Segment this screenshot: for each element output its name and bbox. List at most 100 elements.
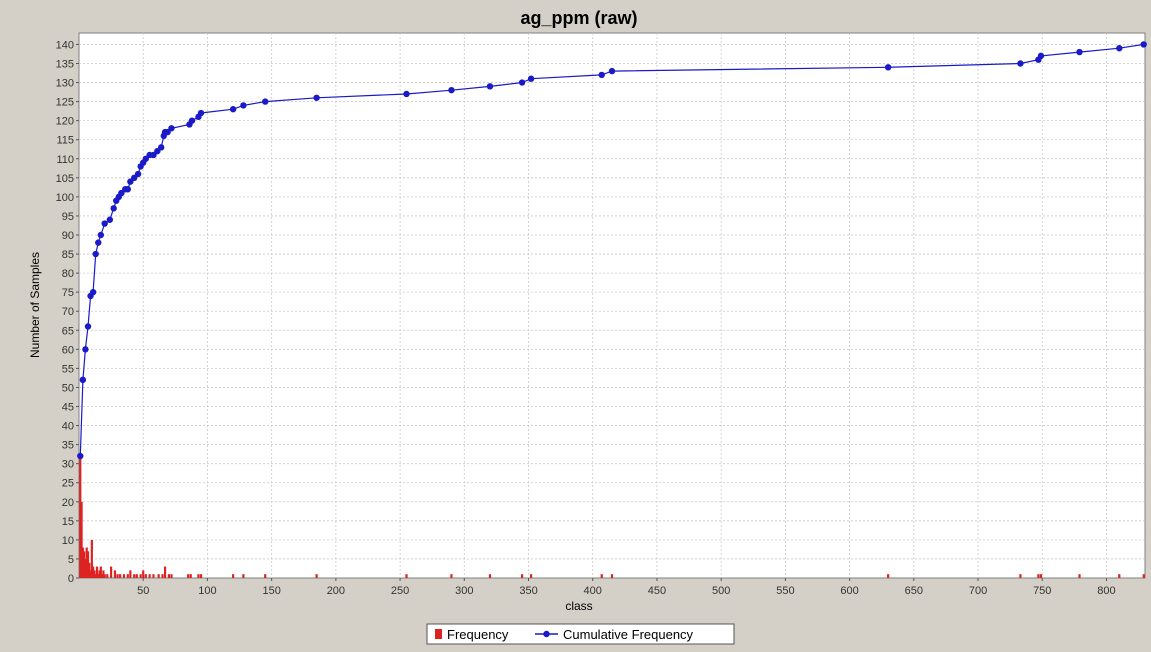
frequency-bar bbox=[189, 574, 192, 578]
y-axis-title: Number of Samples bbox=[28, 252, 42, 358]
frequency-bar bbox=[86, 551, 90, 578]
y-tick-label: 140 bbox=[56, 39, 74, 51]
cumulative-point bbox=[106, 216, 114, 223]
frequency-bar bbox=[148, 574, 151, 578]
cumulative-point bbox=[240, 102, 247, 109]
y-tick-label: 40 bbox=[62, 421, 74, 433]
frequency-bar bbox=[118, 574, 122, 578]
frequency-bar bbox=[110, 566, 113, 578]
y-tick-label: 105 bbox=[56, 173, 74, 185]
frequency-bar bbox=[97, 574, 100, 578]
legend-cumulative-swatch bbox=[535, 630, 558, 638]
y-tick-label: 85 bbox=[62, 249, 74, 261]
frequency-bar bbox=[187, 574, 190, 578]
frequency-bar bbox=[101, 574, 104, 578]
cumulative-point bbox=[403, 90, 410, 98]
cumulative-point bbox=[229, 106, 237, 113]
cumulative-point bbox=[168, 125, 175, 132]
cumulative-point bbox=[89, 288, 97, 296]
frequency-bar bbox=[139, 574, 142, 578]
y-tick-label: 0 bbox=[68, 573, 74, 585]
frequency-bar bbox=[133, 574, 136, 578]
frequency-bar bbox=[488, 574, 492, 578]
cumulative-point bbox=[97, 231, 105, 239]
x-tick-label: 50 bbox=[137, 585, 149, 597]
x-tick-label: 350 bbox=[519, 585, 537, 597]
x-tick-label: 250 bbox=[391, 585, 409, 597]
frequency-bar bbox=[161, 574, 164, 578]
y-tick-label: 95 bbox=[62, 211, 74, 223]
y-tick-label: 35 bbox=[62, 440, 74, 452]
frequency-bar bbox=[93, 570, 96, 578]
y-tick-label: 65 bbox=[62, 325, 74, 337]
cumulative-point bbox=[82, 346, 89, 353]
cumulative-point bbox=[101, 220, 108, 227]
x-tick-label: 150 bbox=[262, 585, 280, 597]
y-tick-label: 50 bbox=[62, 382, 74, 394]
cumulative-point bbox=[1017, 60, 1024, 67]
cumulative-point bbox=[262, 98, 269, 105]
frequency-bar bbox=[1039, 574, 1043, 578]
x-tick-label: 600 bbox=[840, 585, 858, 597]
x-tick-label: 550 bbox=[776, 585, 794, 597]
legend-cumulative-label: Cumulative Frequency bbox=[563, 627, 694, 642]
cumulative-point bbox=[92, 250, 99, 258]
cumulative-line bbox=[77, 41, 1147, 460]
frequency-bar bbox=[92, 566, 95, 578]
y-tick-label: 55 bbox=[62, 363, 74, 375]
y-tick-label: 70 bbox=[62, 306, 74, 318]
cumulative-point bbox=[1116, 45, 1123, 52]
y-tick-label: 90 bbox=[62, 230, 74, 242]
cumulative-point bbox=[157, 144, 165, 151]
y-axis-ticks: 0 5 10 15 20 25 30 35 40 45 50 55 60 65 70 75 80 85 90 95 10… bbox=[56, 39, 79, 585]
cumulative-point bbox=[110, 205, 117, 212]
frequency-bar bbox=[144, 574, 147, 578]
x-tick-label: 100 bbox=[198, 585, 216, 597]
frequency-bar bbox=[232, 574, 235, 578]
frequency-bar bbox=[887, 574, 890, 578]
cumulative-point bbox=[1037, 52, 1045, 60]
cumulative-point bbox=[313, 94, 320, 101]
frequency-bar bbox=[520, 574, 524, 578]
x-tick-label: 500 bbox=[712, 585, 730, 597]
frequency-bar bbox=[102, 570, 105, 578]
frequency-bar bbox=[1037, 574, 1040, 578]
y-tick-label: 100 bbox=[56, 192, 74, 204]
frequency-bar bbox=[90, 539, 93, 578]
x-tick-label: 400 bbox=[584, 585, 602, 597]
y-tick-label: 135 bbox=[56, 58, 74, 70]
y-tick-label: 30 bbox=[62, 459, 74, 471]
x-axis-title: class bbox=[565, 599, 592, 613]
frequency-bar bbox=[116, 574, 119, 578]
y-tick-label: 25 bbox=[62, 478, 74, 490]
y-tick-label: 130 bbox=[56, 78, 74, 90]
cumulative-point bbox=[527, 75, 535, 82]
frequency-bar bbox=[199, 574, 203, 578]
y-tick-label: 115 bbox=[56, 135, 74, 147]
legend-box bbox=[426, 623, 735, 645]
frequency-bar bbox=[94, 574, 97, 578]
x-tick-label: 450 bbox=[648, 585, 666, 597]
frequency-bar bbox=[88, 562, 91, 578]
frequency-bar bbox=[89, 570, 92, 578]
frequency-bar bbox=[129, 570, 132, 578]
frequency-bar bbox=[152, 574, 155, 578]
x-tick-label: 800 bbox=[1097, 585, 1115, 597]
x-tick-label: 300 bbox=[455, 585, 473, 597]
frequency-bar bbox=[106, 574, 109, 578]
frequency-bar bbox=[529, 574, 533, 578]
y-tick-label: 10 bbox=[62, 535, 74, 547]
y-tick-label: 20 bbox=[62, 497, 74, 509]
frequency-bar bbox=[83, 551, 86, 578]
y-tick-label: 110 bbox=[56, 154, 74, 166]
chart-title: ag_ppm (raw) bbox=[520, 8, 637, 28]
frequency-bar bbox=[95, 566, 99, 578]
y-tick-label: 80 bbox=[62, 268, 74, 280]
frequency-bar bbox=[197, 574, 200, 578]
legend-frequency-swatch bbox=[435, 629, 442, 639]
cumulative-point bbox=[598, 71, 605, 79]
frequency-bar bbox=[98, 570, 101, 578]
cumulative-point bbox=[448, 86, 455, 94]
cumulative-point bbox=[77, 452, 84, 460]
